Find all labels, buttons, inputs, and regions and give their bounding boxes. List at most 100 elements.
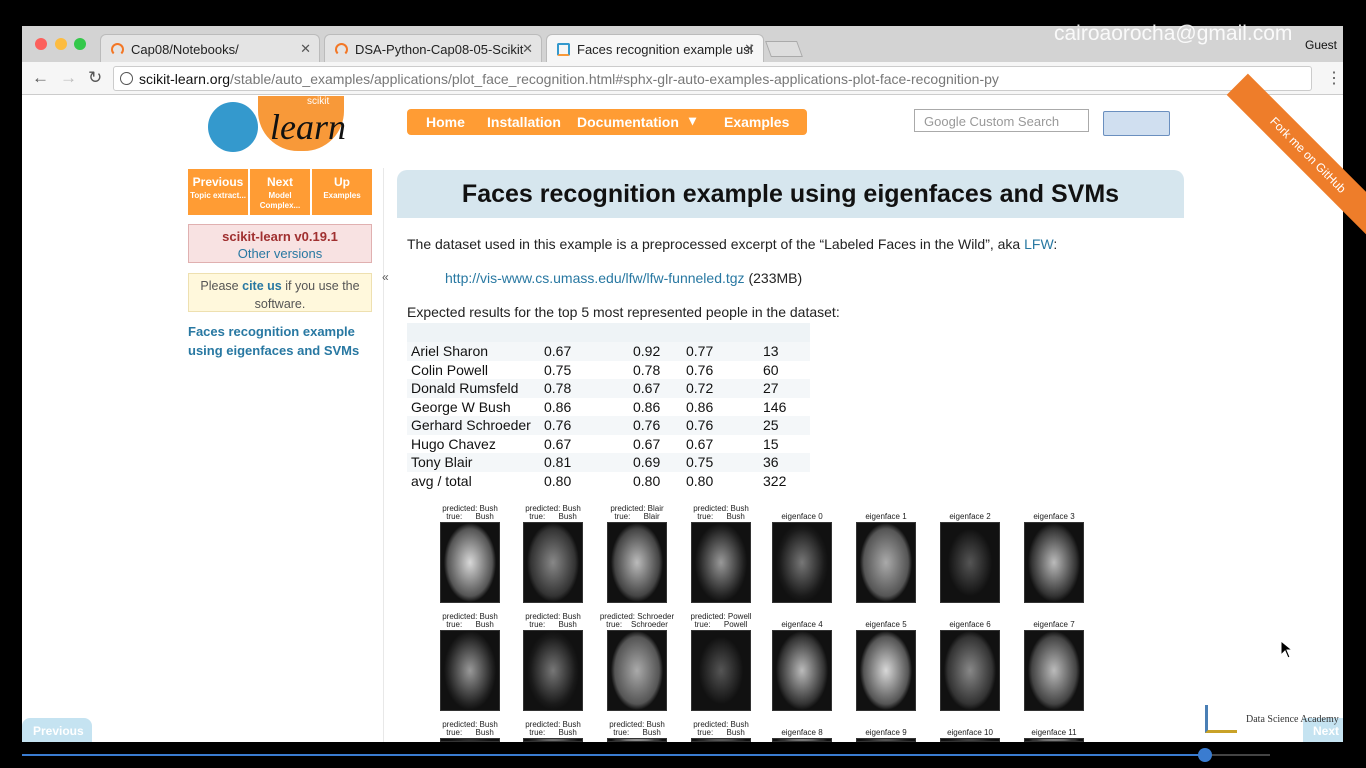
table-cell: 0.80 (544, 472, 572, 489)
prev-button[interactable]: Previous Topic extract... (188, 169, 248, 215)
collapse[interactable]: « (382, 270, 389, 284)
table-cell: avg / total (411, 472, 472, 489)
table-row: Hugo Chavez 0.67 0.67 0.67 15 (407, 435, 810, 454)
table-cell: 0.92 (633, 343, 661, 360)
toc-link[interactable]: Faces recognition example using eigenfac… (188, 324, 360, 358)
face-image (691, 738, 751, 742)
face-image (856, 522, 916, 603)
max-dot[interactable] (74, 38, 86, 50)
menu[interactable]: ⋮ (1326, 70, 1342, 87)
eigenface-caption: eigenface 6 (949, 620, 991, 629)
next-button[interactable]: Next Model Complex... (250, 169, 310, 215)
forward[interactable]: → (60, 68, 77, 87)
face-image (691, 630, 751, 711)
face-caption: true: Bush (446, 620, 494, 629)
table-cell: 0.75 (544, 361, 572, 378)
tab[interactable]: DSA-Python-Cap08-05-Scikit ✕ (324, 34, 542, 62)
back[interactable]: ← (32, 68, 49, 87)
nav-link[interactable]: Examples (724, 114, 790, 130)
eigenface-caption: eigenface 1 (865, 512, 907, 521)
face-image (772, 630, 832, 711)
nav-link[interactable]: Installation (487, 114, 561, 130)
table-cell: Ariel Sharon (411, 343, 489, 360)
table-cell: 0.78 (544, 380, 572, 397)
nav-link[interactable]: Documentation (577, 114, 679, 130)
download-size: (233MB) (748, 270, 803, 286)
table-cell: 0.81 (544, 454, 572, 471)
up-button[interactable]: Up Examples (312, 169, 372, 215)
eigenface-caption: eigenface 3 (1033, 512, 1075, 521)
version: scikit-learn v0.19.1 (222, 229, 338, 244)
logo-small: scikit (307, 96, 330, 107)
eigenface-caption: eigenface 5 (865, 620, 907, 629)
button-sub: Examples (323, 191, 361, 200)
page-title: Faces recognition example using eigenfac… (397, 170, 1184, 218)
watermark: cairoaorocha@gmail.com (1054, 22, 1293, 45)
results-table: Ariel Sharon 0.67 0.92 0.77 13 Colin Powell 0.… (407, 342, 810, 490)
table-cell: 27 (763, 380, 779, 397)
table-cell: 60 (763, 361, 779, 378)
table-cell: 146 (763, 398, 787, 415)
face-caption: predicted: Bush (525, 504, 581, 513)
table-row: Donald Rumsfeld 0.78 0.67 0.72 27 (407, 379, 810, 398)
table-cell: 0.67 (544, 343, 572, 360)
nav-bar: Home Installation Documentation ▾ Exampl… (407, 109, 807, 135)
new-tab[interactable] (765, 41, 803, 57)
divider (383, 168, 384, 742)
player-next[interactable]: Next (1303, 718, 1343, 742)
eigenface-caption: eigenface 2 (949, 512, 991, 521)
face-image (1024, 630, 1084, 711)
expected-text: Expected results for the top 5 most repr… (407, 304, 840, 320)
table-cell: 0.67 (544, 435, 572, 452)
url-host: scikit-learn.org (139, 71, 231, 87)
intro-text: The dataset used in this example is a pr… (407, 236, 1021, 252)
face-caption: true: Bush (446, 512, 494, 521)
nav-link[interactable]: Home (426, 114, 465, 130)
lfw-link[interactable]: LFW (1024, 236, 1054, 252)
profile[interactable]: Guest (1305, 38, 1338, 52)
close-dot[interactable] (35, 38, 47, 50)
face-caption: true: Blair (614, 512, 660, 521)
player-prev[interactable]: Previous (22, 718, 92, 742)
cite-link[interactable]: cite us (242, 279, 282, 293)
search-input[interactable]: Google Custom Search (914, 109, 1089, 132)
button-label: Previous (192, 175, 244, 189)
table-row: Colin Powell 0.75 0.78 0.76 60 (407, 361, 810, 380)
face-image (940, 522, 1000, 603)
reload[interactable]: ↻ (88, 68, 103, 87)
eigenface-caption: eigenface 8 (781, 728, 823, 737)
table-row: Gerhard Schroeder 0.76 0.76 0.76 25 (407, 416, 810, 435)
face-caption: predicted: Blair (610, 504, 664, 513)
face-caption: predicted: Bush (693, 504, 749, 513)
table-cell: 0.86 (633, 398, 661, 415)
table-cell: 0.78 (633, 361, 661, 378)
face-image (691, 522, 751, 603)
search-button[interactable] (1103, 111, 1170, 136)
other-versions[interactable]: Other versions (237, 246, 323, 261)
face-image (772, 738, 832, 742)
face-caption: predicted: Schroeder (599, 612, 675, 621)
face-caption: predicted: Bush (525, 720, 581, 729)
face-caption: true: Bush (697, 728, 745, 737)
download-link[interactable]: http://vis-www.cs.umass.edu/lfw/lfw-funn… (445, 270, 745, 286)
face-caption: predicted: Bush (442, 612, 498, 621)
face-caption: true: Bush (529, 620, 577, 629)
table-cell: 25 (763, 417, 779, 434)
table-cell: 0.80 (633, 472, 661, 489)
table-cell: George W Bush (411, 398, 511, 415)
tab-title: Cap08/Notebooks/ (131, 42, 239, 57)
cite-text: Please (200, 279, 239, 293)
face-image (607, 522, 667, 603)
progress-handle[interactable] (1198, 748, 1212, 762)
table-cell: 322 (763, 472, 787, 489)
info-icon[interactable] (120, 72, 133, 85)
min-dot[interactable] (55, 38, 67, 50)
table-cell: 0.72 (686, 380, 714, 397)
table-cell: 0.80 (686, 472, 714, 489)
table-cell: 0.67 (686, 435, 714, 452)
tab[interactable]: Faces recognition example usi ✕ (546, 34, 764, 62)
logo-text[interactable]: learn (270, 107, 346, 147)
tab[interactable]: Cap08/Notebooks/✕ (100, 34, 320, 62)
download: http://vis-www.cs.umass.edu/lfw/lfw-funn… (445, 270, 802, 286)
address-bar[interactable]: scikit-learn.org/stable/auto_examples/ap… (113, 66, 1312, 91)
